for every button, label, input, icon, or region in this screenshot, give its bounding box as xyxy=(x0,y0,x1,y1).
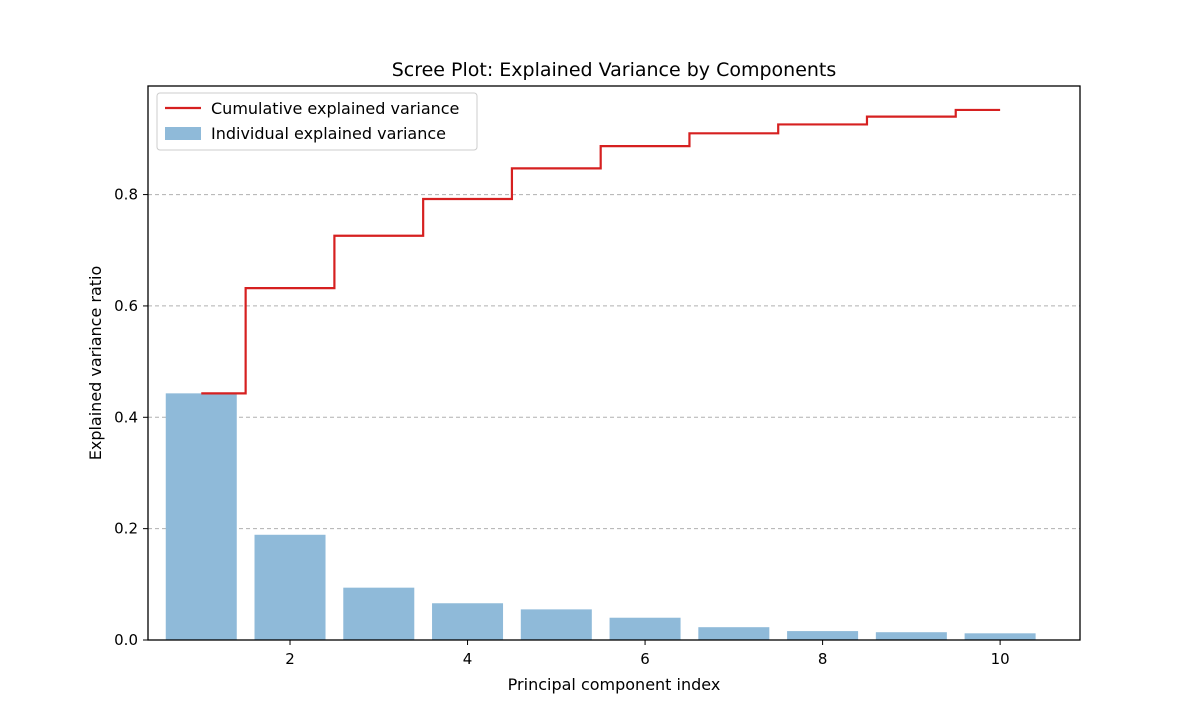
cumulative-step-line xyxy=(201,108,1001,395)
bar-pc-8 xyxy=(787,631,859,640)
x-tick-label: 2 xyxy=(285,650,295,668)
x-tick-label: 8 xyxy=(818,650,828,668)
bar-pc-1 xyxy=(165,393,237,640)
bar-pc-9 xyxy=(875,632,947,640)
bar-series xyxy=(165,393,1036,640)
bar-pc-2 xyxy=(254,534,326,640)
bar-pc-3 xyxy=(343,587,415,640)
bar-pc-10 xyxy=(964,633,1036,640)
y-axis-label: Explained variance ratio xyxy=(86,266,105,461)
x-axis-ticks: 2 4 6 8 10 xyxy=(285,640,1010,668)
x-tick-label: 4 xyxy=(463,650,473,668)
y-tick-label: 0.0 xyxy=(114,631,138,649)
plot-area-frame xyxy=(147,85,1081,641)
legend-label-cumulative: Cumulative explained variance xyxy=(211,99,459,118)
legend-box xyxy=(156,92,478,151)
y-tick-label: 0.2 xyxy=(114,520,138,538)
x-axis-label: Principal component index xyxy=(508,675,721,694)
legend-label-individual: Individual explained variance xyxy=(211,124,446,143)
y-tick-label: 0.4 xyxy=(114,408,138,426)
bar-pc-6 xyxy=(609,617,681,640)
y-tick-label: 0.8 xyxy=(114,186,138,204)
bar-pc-7 xyxy=(698,627,770,640)
bar-pc-5 xyxy=(520,609,592,640)
y-axis-ticks: 0.0 0.2 0.4 0.6 0.8 xyxy=(114,186,148,649)
grid-lines xyxy=(148,194,1080,530)
x-tick-label: 6 xyxy=(640,650,650,668)
chart-title: Scree Plot: Explained Variance by Compon… xyxy=(392,59,837,81)
legend-bar-swatch xyxy=(165,127,201,140)
x-tick-label: 10 xyxy=(991,650,1010,668)
legend: Cumulative explained variance Individual… xyxy=(156,92,478,151)
y-tick-label: 0.6 xyxy=(114,297,138,315)
bar-pc-4 xyxy=(432,603,504,640)
cumulative-series xyxy=(201,108,1001,395)
